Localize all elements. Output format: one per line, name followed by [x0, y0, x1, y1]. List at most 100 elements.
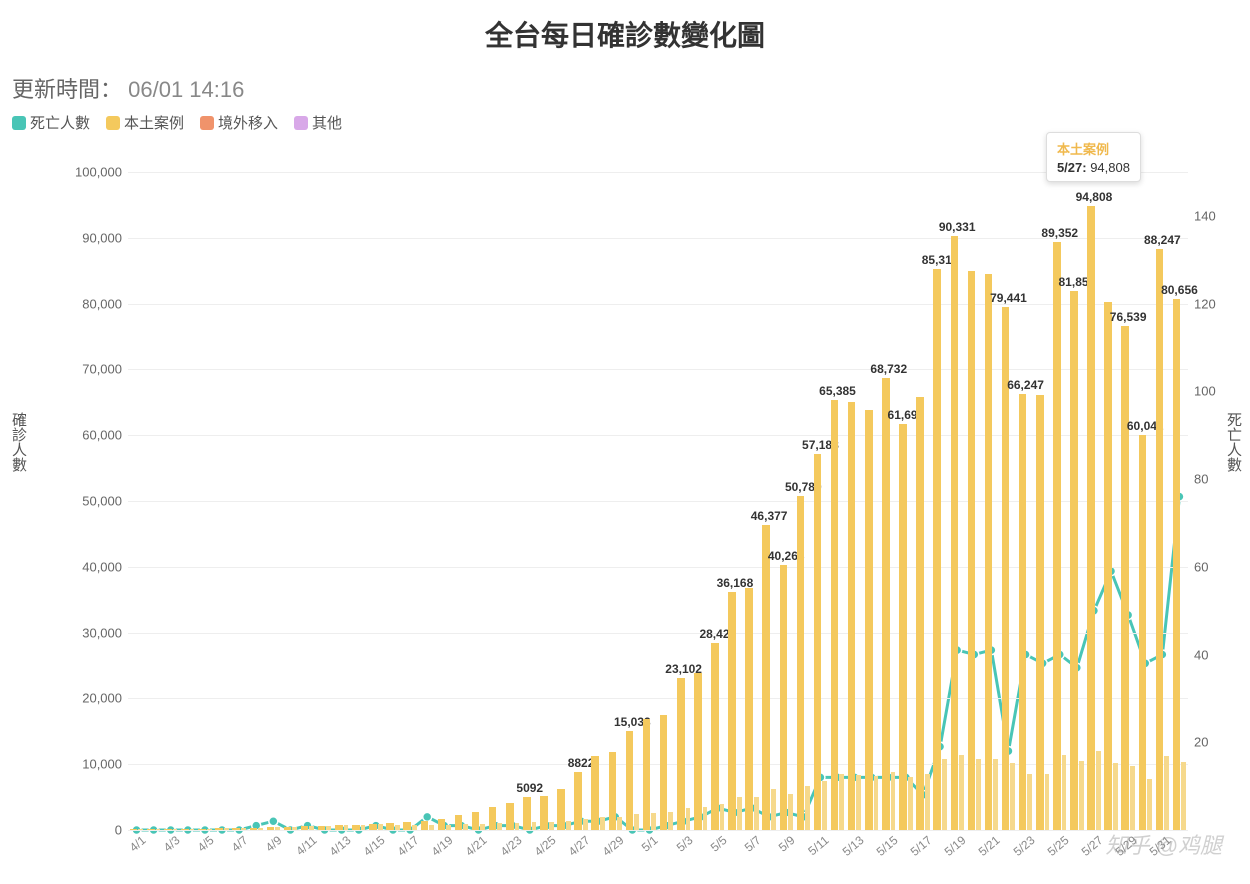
bar-main — [181, 829, 189, 830]
bar[interactable] — [660, 715, 673, 830]
bar[interactable]: 57,188 — [814, 454, 827, 830]
bar[interactable]: 46,377 — [762, 525, 775, 830]
bar[interactable]: 65,385 — [831, 400, 844, 830]
bar-main — [472, 812, 480, 830]
bar[interactable]: 94,808 — [1087, 206, 1100, 830]
bar-main — [1036, 395, 1044, 830]
x-tick: 5/23 — [1008, 830, 1037, 859]
bar[interactable] — [147, 829, 160, 830]
chart-area: 010,00020,00030,00040,00050,00060,00070,… — [50, 172, 1198, 830]
bar[interactable] — [848, 402, 861, 830]
bar-main — [438, 819, 446, 830]
bar[interactable]: 66,247 — [1019, 394, 1032, 830]
x-tick: 5/21 — [973, 830, 1002, 859]
bar-value-label: 94,808 — [1076, 190, 1113, 204]
bar-main — [643, 719, 651, 830]
bar[interactable] — [455, 815, 468, 830]
bar[interactable]: 81,852 — [1070, 291, 1083, 830]
bar[interactable] — [438, 819, 451, 830]
bar[interactable] — [472, 812, 485, 830]
bar-main — [318, 826, 326, 830]
bar[interactable] — [1036, 395, 1049, 830]
bar[interactable] — [540, 796, 553, 830]
x-tick: 5/15 — [871, 830, 900, 859]
bar[interactable] — [421, 821, 434, 830]
bar-main — [1121, 326, 1129, 830]
bar-cap — [1164, 756, 1169, 830]
legend-item[interactable]: 本土案例 — [106, 112, 184, 133]
bar[interactable] — [250, 828, 263, 830]
bar[interactable]: 23,102 — [677, 678, 690, 830]
bar-main — [557, 789, 565, 830]
x-tick: 5/27 — [1076, 830, 1105, 859]
bar[interactable] — [968, 271, 981, 830]
x-tick: 4/15 — [358, 830, 387, 859]
bar-cap — [515, 823, 520, 830]
bar-value-label: 89,352 — [1041, 226, 1078, 240]
bar[interactable]: 61,697 — [899, 424, 912, 830]
bar[interactable]: 68,732 — [882, 378, 895, 830]
bar[interactable]: 88,247 — [1156, 249, 1169, 830]
bar[interactable] — [1104, 302, 1117, 830]
bar-main — [489, 807, 497, 830]
bar[interactable] — [694, 673, 707, 830]
bar[interactable]: 90,331 — [951, 236, 964, 830]
bar[interactable] — [557, 789, 570, 830]
y-tick-right: 40 — [1188, 647, 1208, 662]
bar[interactable]: 36,168 — [728, 592, 741, 830]
x-tick: 5/13 — [837, 830, 866, 859]
x-tick: 4/23 — [495, 830, 524, 859]
bar-main — [1019, 394, 1027, 830]
bar[interactable] — [386, 823, 399, 830]
bar[interactable]: 85,310 — [933, 269, 946, 830]
bar[interactable]: 28,420 — [711, 643, 724, 830]
bar[interactable]: 80,656 — [1173, 299, 1186, 830]
bar[interactable]: 50,780 — [797, 496, 810, 830]
bar[interactable] — [643, 719, 656, 830]
bar[interactable]: 8822 — [574, 772, 587, 830]
bar[interactable] — [916, 397, 929, 830]
plot-area[interactable]: 010,00020,00030,00040,00050,00060,00070,… — [128, 172, 1188, 830]
bar[interactable] — [591, 756, 604, 830]
bar[interactable] — [985, 274, 998, 830]
x-tick: 4/19 — [426, 830, 455, 859]
bar[interactable]: 60,042 — [1139, 435, 1152, 830]
bar[interactable] — [745, 588, 758, 830]
bar[interactable] — [506, 803, 519, 830]
bar-cap — [326, 826, 331, 830]
y-axis-left-label: 確診人數 — [8, 412, 29, 472]
legend-item[interactable]: 其他 — [294, 112, 342, 133]
line-marker[interactable] — [269, 817, 278, 826]
bar-main — [1087, 206, 1095, 830]
bar-cap — [686, 808, 691, 830]
bar[interactable] — [865, 410, 878, 830]
bar[interactable]: 15,033 — [626, 731, 639, 830]
bar[interactable] — [403, 822, 416, 830]
bar-cap — [156, 829, 161, 830]
bar[interactable] — [215, 828, 228, 830]
legend-swatch — [294, 116, 308, 130]
bar[interactable] — [489, 807, 502, 830]
bar[interactable]: 89,352 — [1053, 242, 1066, 830]
bar[interactable]: 40,263 — [780, 565, 793, 830]
legend-label: 境外移入 — [218, 112, 278, 133]
bar-cap — [207, 829, 212, 830]
y-tick-left: 90,000 — [82, 230, 128, 245]
bar[interactable] — [318, 826, 331, 830]
legend-item[interactable]: 死亡人數 — [12, 112, 90, 133]
bar[interactable] — [181, 829, 194, 830]
bar[interactable] — [352, 825, 365, 830]
x-tick: 5/1 — [637, 830, 661, 855]
legend-swatch — [106, 116, 120, 130]
y-tick-right: 120 — [1188, 296, 1216, 311]
gridline — [128, 172, 1188, 173]
bar-value-label: 80,656 — [1161, 283, 1198, 297]
bar[interactable]: 76,539 — [1121, 326, 1134, 830]
legend-item[interactable]: 境外移入 — [200, 112, 278, 133]
bar[interactable] — [609, 752, 622, 830]
bar[interactable]: 5092 — [523, 797, 536, 831]
bar[interactable] — [284, 827, 297, 830]
bar-cap — [1062, 755, 1067, 830]
bar-cap — [788, 794, 793, 830]
bar-value-label: 68,732 — [870, 362, 907, 376]
